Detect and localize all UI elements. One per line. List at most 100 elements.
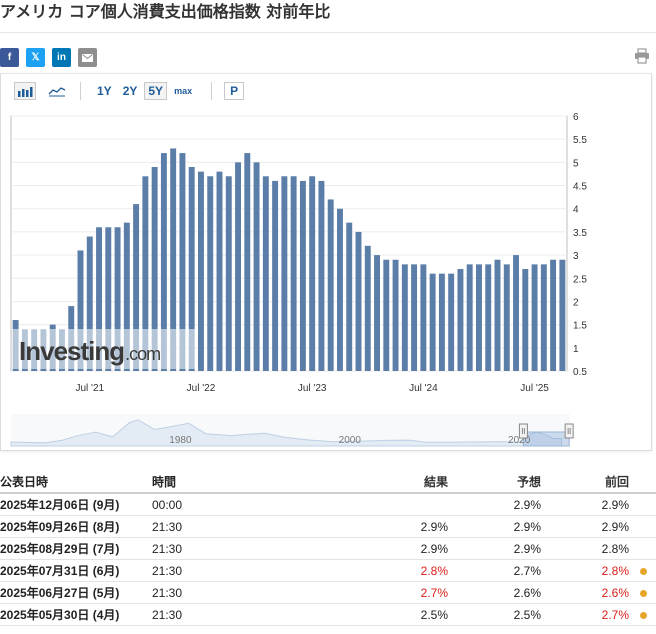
bar[interactable] — [198, 171, 204, 371]
row-previous: 2.9% — [601, 520, 629, 534]
revised-dot-icon[interactable] — [640, 568, 647, 575]
bar[interactable] — [299, 180, 306, 371]
bar[interactable] — [392, 259, 399, 371]
bar[interactable] — [142, 176, 149, 371]
row-time: 00:00 — [152, 498, 183, 512]
bar[interactable] — [309, 176, 316, 371]
bar[interactable] — [531, 264, 538, 371]
bar[interactable] — [559, 259, 566, 371]
history-table: 公表日時 時間 結果 予想 前回 2025年12月06日 (9月) 00:00 2.… — [0, 470, 656, 626]
row-actual: 2.9% — [420, 542, 448, 556]
watermark-backdrop — [12, 329, 195, 369]
bar[interactable] — [216, 171, 223, 371]
range-max-button[interactable]: max — [174, 86, 193, 96]
row-date: 2025年08月29日 (7月) — [0, 542, 120, 556]
bar[interactable] — [411, 264, 418, 371]
navigator-right-handle[interactable] — [564, 423, 574, 439]
bar[interactable] — [272, 180, 279, 371]
range-navigator[interactable]: 1980 2000 2020 — [0, 410, 656, 450]
y-tick-label: 5 — [573, 158, 579, 169]
bar[interactable] — [540, 264, 547, 371]
bar[interactable] — [522, 269, 529, 371]
bar[interactable] — [133, 204, 140, 371]
revised-dot-icon[interactable] — [640, 590, 647, 597]
bar[interactable] — [374, 255, 380, 371]
bar[interactable] — [77, 250, 84, 371]
x-share-button[interactable]: 𝕏 — [26, 48, 45, 67]
mail-share-button[interactable] — [78, 48, 97, 67]
bar[interactable] — [86, 236, 93, 371]
bar[interactable] — [290, 176, 297, 371]
bar[interactable] — [114, 227, 121, 371]
area-chart-toggle[interactable] — [46, 82, 68, 100]
bar[interactable] — [151, 167, 158, 371]
bar[interactable] — [420, 264, 427, 371]
bar[interactable] — [503, 264, 510, 371]
bar[interactable] — [457, 269, 464, 371]
y-tick-label: 4 — [573, 205, 579, 216]
table-row: 2025年07月31日 (6月) 21:30 2.8% 2.7% 2.8% — [0, 560, 656, 582]
header-time: 時間 — [152, 475, 177, 489]
bar[interactable] — [96, 227, 102, 371]
y-tick-label: 3.5 — [573, 228, 587, 239]
y-tick-label: 4.5 — [573, 182, 587, 193]
bar[interactable] — [253, 162, 260, 371]
bar[interactable] — [448, 273, 455, 371]
bar[interactable] — [188, 167, 195, 371]
navigator-selection[interactable] — [522, 431, 570, 447]
bar[interactable] — [244, 153, 251, 371]
bar[interactable] — [281, 176, 288, 371]
bar[interactable] — [401, 264, 408, 371]
bar[interactable] — [318, 180, 325, 371]
bar[interactable] — [429, 273, 436, 371]
table-row: 2025年08月29日 (7月) 21:30 2.9% 2.9% 2.8% — [0, 538, 656, 560]
print-button[interactable] — [634, 48, 650, 64]
popup-button[interactable]: P — [224, 82, 245, 100]
x-tick-label: Jul '25 — [520, 383, 549, 394]
handle-grip[interactable] — [518, 423, 528, 439]
bar[interactable] — [355, 231, 362, 371]
bar[interactable] — [383, 259, 390, 371]
bar[interactable] — [207, 176, 214, 371]
navigator-year-label: 2020 — [508, 435, 531, 446]
bar[interactable] — [123, 222, 130, 371]
bar[interactable] — [337, 208, 343, 371]
bar[interactable] — [466, 264, 473, 371]
bar[interactable] — [550, 259, 557, 371]
header-previous: 前回 — [604, 475, 629, 489]
bar[interactable] — [438, 273, 445, 371]
bar-chart-toggle[interactable] — [14, 82, 36, 100]
bar[interactable] — [364, 245, 371, 371]
bar[interactable] — [485, 264, 492, 371]
bar[interactable] — [327, 199, 334, 371]
bar[interactable] — [262, 176, 269, 371]
header-actual: 結果 — [423, 475, 448, 489]
bar[interactable] — [235, 162, 241, 371]
bar[interactable] — [346, 222, 353, 371]
row-date: 2025年07月31日 (6月) — [0, 564, 120, 578]
bar[interactable] — [170, 148, 177, 371]
range-2y-button[interactable]: 2Y — [122, 84, 138, 98]
row-time: 21:30 — [152, 564, 183, 578]
bar[interactable] — [160, 153, 167, 371]
linkedin-share-button[interactable]: in — [52, 48, 71, 67]
row-time: 21:30 — [152, 520, 183, 534]
row-forecast: 2.9% — [513, 520, 541, 534]
row-forecast: 2.9% — [513, 498, 541, 512]
facebook-share-button[interactable]: f — [0, 48, 19, 67]
range-1y-button[interactable]: 1Y — [97, 84, 112, 98]
y-tick-label: 5.5 — [573, 135, 587, 146]
bar[interactable] — [476, 264, 482, 371]
table-row: 2025年05月30日 (4月) 21:30 2.5% 2.5% 2.7% — [0, 604, 656, 626]
revised-dot-icon[interactable] — [640, 612, 647, 619]
bar[interactable] — [225, 176, 232, 371]
bar[interactable] — [105, 227, 112, 371]
bar[interactable] — [494, 259, 501, 371]
y-tick-label: 1.5 — [573, 321, 587, 332]
bar[interactable] — [513, 255, 519, 371]
navigator-left-handle[interactable] — [518, 423, 528, 439]
handle-grip[interactable] — [564, 423, 574, 439]
bar[interactable] — [179, 153, 186, 371]
range-5y-button[interactable]: 5Y — [144, 82, 168, 100]
x-tick-label: Jul '22 — [187, 383, 216, 394]
